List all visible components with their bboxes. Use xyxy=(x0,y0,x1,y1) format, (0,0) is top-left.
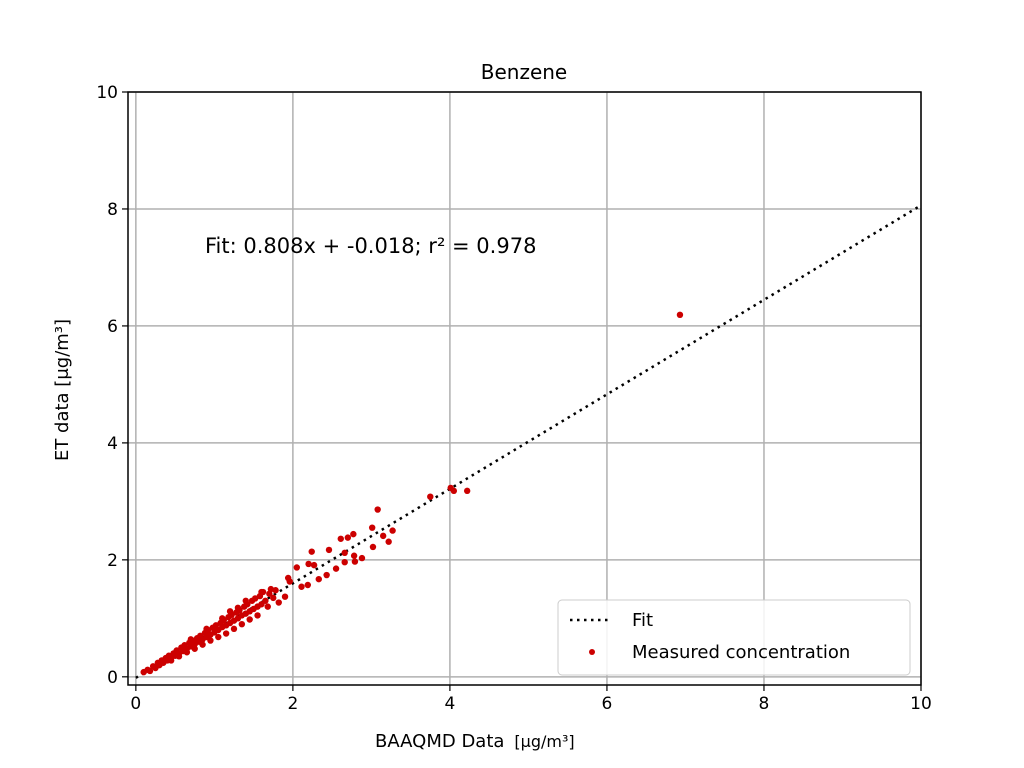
data-point xyxy=(281,593,289,600)
data-point xyxy=(270,594,277,602)
data-point xyxy=(226,608,234,615)
data-point xyxy=(191,645,198,652)
x-tick-label: 8 xyxy=(759,694,770,714)
data-point xyxy=(337,535,344,542)
data-point xyxy=(264,603,271,610)
y-tick-label: 10 xyxy=(96,83,118,103)
data-point xyxy=(187,636,195,643)
chart-title: Benzene xyxy=(481,60,567,84)
y-axis-label: ET data [μg/m³] xyxy=(52,319,73,461)
data-point xyxy=(385,538,392,545)
data-point xyxy=(463,487,471,495)
data-point xyxy=(341,558,348,566)
data-point xyxy=(219,615,226,622)
data-point xyxy=(258,588,265,596)
legend-measured-label: Measured concentration xyxy=(632,642,850,663)
data-point xyxy=(272,587,279,594)
data-point xyxy=(207,637,214,644)
data-point xyxy=(203,625,210,633)
data-point xyxy=(167,657,175,664)
data-point xyxy=(379,532,387,540)
data-point xyxy=(230,625,238,633)
data-point xyxy=(350,552,358,559)
x-axis-label: BAAQMD Data [μg/m³] xyxy=(375,731,575,752)
data-point xyxy=(323,571,330,579)
data-point xyxy=(315,575,322,583)
x-tick-label: 0 xyxy=(130,694,141,714)
data-point xyxy=(215,633,222,641)
data-point xyxy=(308,548,315,555)
data-point xyxy=(234,604,242,612)
legend-measured-swatch xyxy=(589,649,595,655)
y-tick-label: 8 xyxy=(107,200,118,220)
data-point xyxy=(332,565,340,572)
data-point xyxy=(325,546,333,554)
data-point xyxy=(369,543,377,551)
legend-fit-label: Fit xyxy=(632,610,653,631)
data-point xyxy=(298,583,305,590)
y-tick-label: 4 xyxy=(107,434,118,454)
data-point xyxy=(199,641,206,648)
y-tick-label: 0 xyxy=(107,668,118,688)
data-point xyxy=(146,667,154,675)
data-point xyxy=(293,564,301,571)
data-point xyxy=(358,554,366,562)
plot-frame xyxy=(127,91,922,686)
data-point xyxy=(175,653,183,660)
data-point xyxy=(304,581,311,589)
data-point xyxy=(254,612,261,619)
x-tick-label: 10 xyxy=(910,694,932,714)
x-tick-label: 4 xyxy=(444,694,455,714)
y-tick-label: 2 xyxy=(107,551,118,571)
data-point xyxy=(222,630,230,637)
data-point xyxy=(368,524,376,531)
y-tick-label: 6 xyxy=(107,317,118,337)
data-point xyxy=(676,311,684,319)
legend: Fit Measured concentration xyxy=(557,599,911,676)
data-point xyxy=(341,549,348,557)
data-point xyxy=(351,558,359,565)
data-point xyxy=(374,506,381,513)
data-point xyxy=(305,560,312,568)
fit-line xyxy=(135,204,922,679)
data-point xyxy=(183,649,191,656)
data-point xyxy=(450,487,458,495)
data-point xyxy=(389,527,396,534)
data-point xyxy=(246,616,253,623)
data-point xyxy=(275,599,282,606)
data-point xyxy=(286,578,293,585)
data-point xyxy=(262,597,269,604)
data-point xyxy=(344,534,352,541)
x-tick-label: 2 xyxy=(287,694,298,714)
data-point xyxy=(242,597,249,604)
x-tick-label: 6 xyxy=(602,694,613,714)
data-point xyxy=(310,561,318,569)
data-point xyxy=(427,493,434,500)
data-point xyxy=(238,620,246,628)
fit-annotation: Fit: 0.808x + -0.018; r² = 0.978 xyxy=(205,234,536,258)
data-point xyxy=(350,530,357,538)
